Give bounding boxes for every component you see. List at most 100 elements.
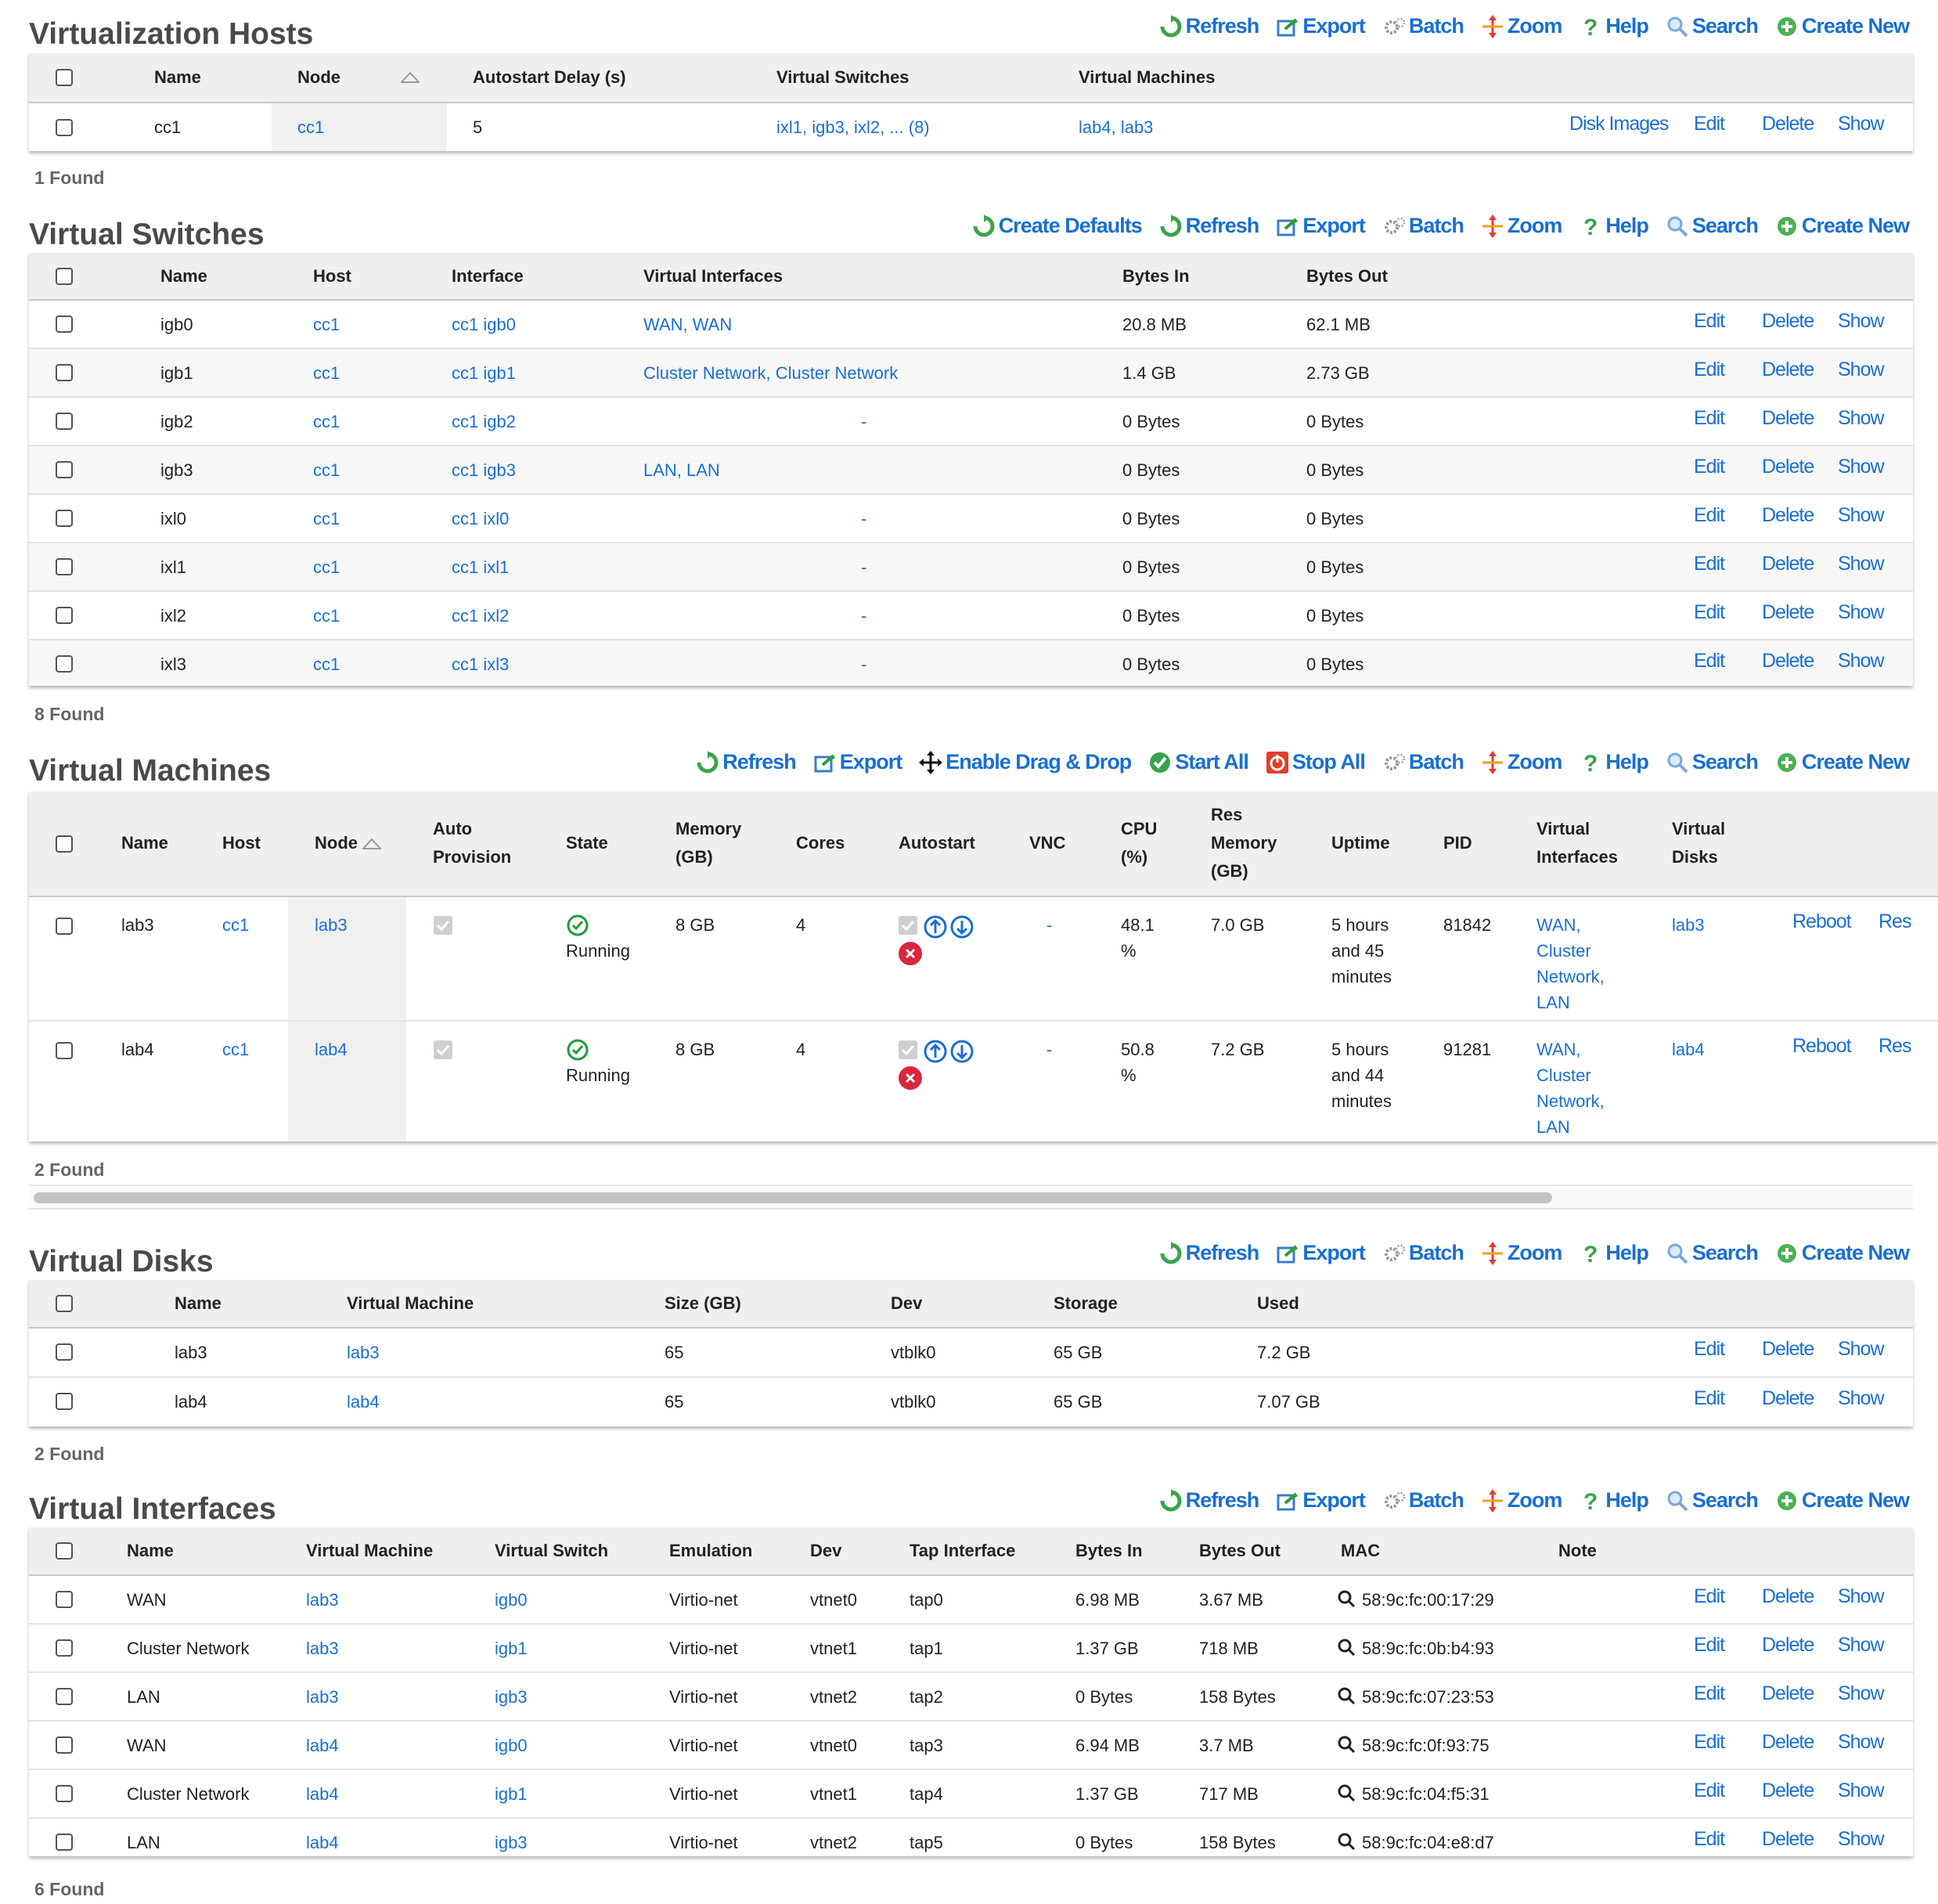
edit-link[interactable]: Edit: [1694, 359, 1725, 380]
vif-vm-link[interactable]: lab4: [306, 1736, 339, 1755]
reset-link[interactable]: Res: [1879, 1035, 1911, 1057]
col-note[interactable]: Note: [1558, 1541, 1597, 1560]
row-checkbox[interactable]: [56, 1343, 73, 1361]
vm-node-link[interactable]: lab4: [315, 1040, 348, 1059]
switch-interface-link[interactable]: cc1 igb2: [452, 412, 516, 431]
row-checkbox[interactable]: [56, 1591, 73, 1608]
edit-link[interactable]: Edit: [1694, 553, 1725, 575]
delete-link[interactable]: Delete: [1762, 601, 1814, 623]
row-checkbox[interactable]: [56, 364, 73, 381]
batch-button[interactable]: Batch: [1382, 214, 1464, 238]
col-dev[interactable]: Dev: [810, 1541, 842, 1560]
select-all-checkbox[interactable]: [56, 268, 73, 285]
col-cpu[interactable]: CPU: [1121, 819, 1158, 838]
create-new-button[interactable]: Create New: [1775, 750, 1910, 774]
move-down-icon[interactable]: [949, 1039, 974, 1068]
export-button[interactable]: Export: [1276, 1241, 1366, 1265]
col-name[interactable]: Name: [160, 266, 207, 286]
create-defaults-button[interactable]: Create Defaults: [972, 214, 1143, 238]
vm-virtual-interfaces-link-3[interactable]: Network,: [1536, 967, 1605, 986]
vm-host-link[interactable]: cc1: [222, 915, 250, 935]
disk-vm-link[interactable]: lab4: [347, 1392, 380, 1412]
row-checkbox[interactable]: [56, 1042, 73, 1059]
col-autostart-delay[interactable]: Autostart Delay (s): [473, 67, 626, 87]
sort-asc-icon[interactable]: [362, 838, 381, 849]
col-host[interactable]: Host: [222, 833, 261, 853]
enable-drag-drop-button[interactable]: Enable Drag & Drop: [919, 750, 1132, 774]
show-link[interactable]: Show: [1838, 1634, 1885, 1656]
col-name[interactable]: Name: [154, 67, 201, 87]
vif-vm-link[interactable]: lab3: [306, 1639, 339, 1658]
horizontal-scrollbar-thumb[interactable]: [34, 1192, 1552, 1203]
col-node[interactable]: Node: [315, 833, 358, 853]
mac-lookup-icon[interactable]: [1336, 1831, 1356, 1855]
edit-link[interactable]: Edit: [1694, 456, 1725, 478]
col-state[interactable]: State: [566, 833, 608, 853]
col-memory[interactable]: Memory: [675, 819, 742, 838]
col-emulation[interactable]: Emulation: [669, 1541, 753, 1560]
export-button[interactable]: Export: [813, 750, 902, 774]
switch-host-link[interactable]: cc1: [313, 460, 340, 480]
col-virtual-machine[interactable]: Virtual Machine: [306, 1541, 434, 1560]
refresh-button[interactable]: Refresh: [1159, 1488, 1259, 1513]
col-autostart[interactable]: Autostart: [899, 833, 975, 853]
delete-link[interactable]: Delete: [1762, 1634, 1814, 1656]
show-link[interactable]: Show: [1838, 310, 1885, 332]
show-link[interactable]: Show: [1838, 359, 1885, 380]
autostart-checkbox[interactable]: [899, 1040, 917, 1059]
col-size[interactable]: Size (GB): [665, 1293, 741, 1313]
show-link[interactable]: Show: [1838, 407, 1885, 429]
col-bytes-out[interactable]: Bytes Out: [1199, 1541, 1281, 1560]
row-checkbox[interactable]: [56, 510, 73, 527]
row-checkbox[interactable]: [56, 1688, 73, 1705]
switch-host-link[interactable]: cc1: [313, 315, 340, 334]
delete-link[interactable]: Delete: [1762, 359, 1814, 380]
show-link[interactable]: Show: [1838, 601, 1885, 623]
reboot-link[interactable]: Reboot: [1792, 911, 1852, 932]
vm-virtual-interfaces-link[interactable]: WAN,: [1536, 915, 1581, 935]
export-button[interactable]: Export: [1276, 14, 1366, 38]
delete-link[interactable]: Delete: [1762, 113, 1814, 135]
delete-link[interactable]: Delete: [1762, 1828, 1814, 1850]
edit-link[interactable]: Edit: [1694, 601, 1725, 623]
show-link[interactable]: Show: [1838, 1828, 1885, 1850]
edit-link[interactable]: Edit: [1694, 1780, 1725, 1801]
delete-link[interactable]: Delete: [1762, 456, 1814, 478]
mac-lookup-icon[interactable]: [1336, 1588, 1356, 1613]
row-checkbox[interactable]: [56, 461, 73, 478]
move-up-icon[interactable]: [923, 914, 948, 943]
row-checkbox[interactable]: [56, 918, 73, 935]
stop-all-button[interactable]: Stop All: [1266, 750, 1366, 774]
vm-virtual-disks-link[interactable]: lab3: [1672, 915, 1705, 935]
vif-vm-link[interactable]: lab4: [306, 1833, 339, 1852]
help-button[interactable]: ? Help: [1579, 1488, 1649, 1515]
zoom-button[interactable]: Zoom: [1481, 1488, 1562, 1513]
vif-vm-link[interactable]: lab3: [306, 1687, 339, 1707]
mac-lookup-icon[interactable]: [1336, 1783, 1356, 1807]
create-new-button[interactable]: Create New: [1775, 14, 1910, 38]
sort-asc-icon[interactable]: [401, 72, 420, 83]
vif-switch-link[interactable]: igb3: [495, 1687, 528, 1707]
switch-host-link[interactable]: cc1: [313, 606, 340, 626]
delete-link[interactable]: Delete: [1762, 407, 1814, 429]
select-all-checkbox[interactable]: [56, 835, 73, 853]
show-link[interactable]: Show: [1838, 1387, 1885, 1409]
col-virtual-machines[interactable]: Virtual Machines: [1079, 67, 1216, 87]
switch-virtual-interfaces-link[interactable]: LAN, LAN: [643, 460, 720, 480]
vif-switch-link[interactable]: igb0: [495, 1736, 528, 1755]
vif-switch-link[interactable]: igb1: [495, 1639, 528, 1658]
show-link[interactable]: Show: [1838, 1780, 1885, 1801]
col-cores[interactable]: Cores: [796, 833, 845, 853]
col-mac[interactable]: MAC: [1341, 1541, 1381, 1560]
switch-host-link[interactable]: cc1: [313, 363, 340, 383]
show-link[interactable]: Show: [1838, 1585, 1885, 1607]
mac-lookup-icon[interactable]: [1336, 1686, 1356, 1710]
select-all-checkbox[interactable]: [56, 1295, 73, 1312]
create-new-button[interactable]: Create New: [1775, 1241, 1910, 1265]
remove-autostart-icon[interactable]: [898, 1066, 923, 1094]
disk-images-link[interactable]: Disk Images: [1569, 113, 1670, 135]
move-down-icon[interactable]: [949, 914, 974, 943]
row-checkbox[interactable]: [56, 413, 73, 430]
edit-link[interactable]: Edit: [1694, 1387, 1725, 1409]
zoom-button[interactable]: Zoom: [1481, 14, 1562, 38]
